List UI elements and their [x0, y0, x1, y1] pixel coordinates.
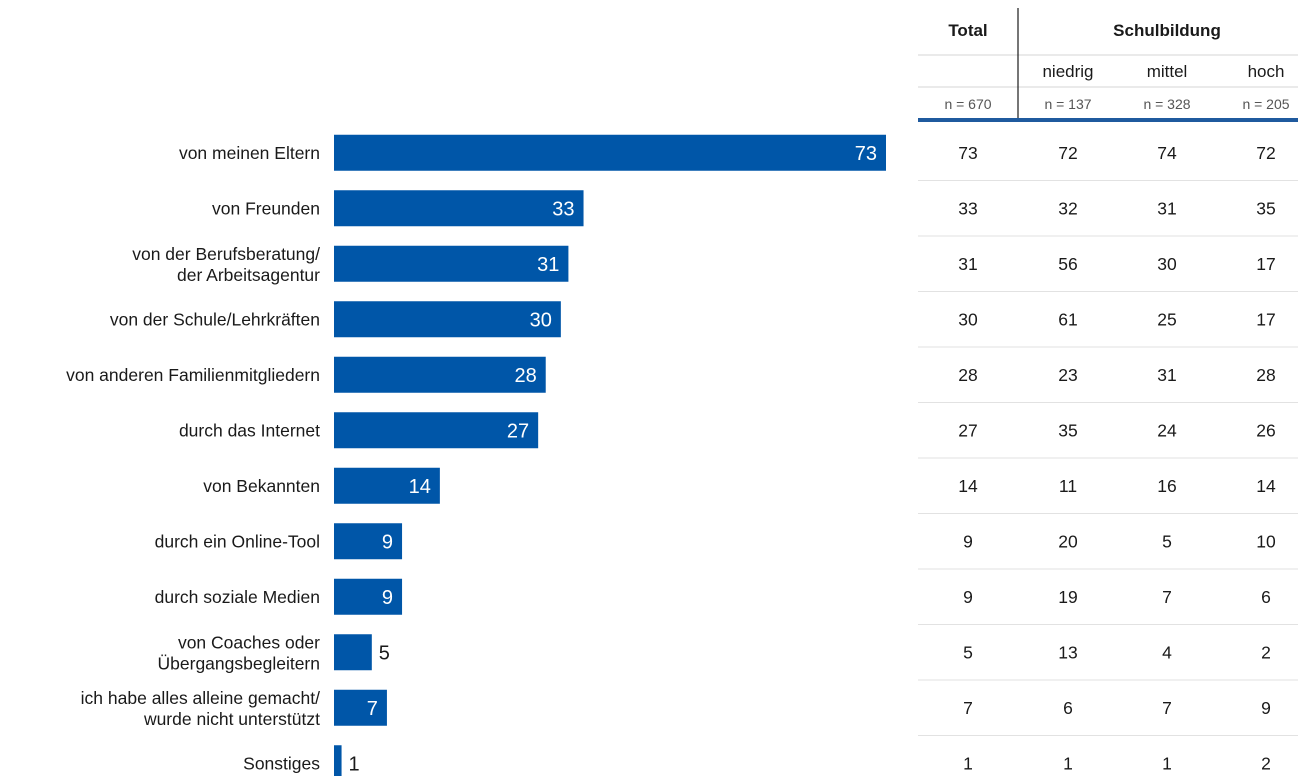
table-cell-3-2: 25 [1157, 309, 1176, 329]
n-label-3: n = 205 [1242, 96, 1289, 112]
subheader-1: niedrig [1042, 62, 1093, 81]
table-cell-4-0: 28 [958, 365, 977, 385]
table-cell-11-2: 1 [1162, 753, 1172, 773]
n-label-1: n = 137 [1044, 96, 1091, 112]
n-label-2: n = 328 [1143, 96, 1190, 112]
bar-8 [334, 578, 403, 615]
table-cell-4-3: 28 [1256, 365, 1275, 385]
table-cell-3-1: 61 [1058, 309, 1077, 329]
bar-3 [334, 301, 561, 338]
bar-2 [334, 245, 569, 282]
table-cell-1-3: 35 [1256, 198, 1275, 218]
table-cell-2-1: 56 [1058, 254, 1077, 274]
category-label-3: von der Schule/Lehrkräften [110, 309, 320, 329]
category-label-1: von Freunden [212, 198, 320, 218]
bar-value-label-10: 7 [367, 698, 378, 720]
category-label-8: durch soziale Medien [155, 587, 320, 607]
table-cell-0-3: 72 [1256, 143, 1275, 163]
table-cell-8-3: 6 [1261, 587, 1271, 607]
bar-5 [334, 412, 539, 449]
category-label-6: von Bekannten [203, 476, 320, 496]
bar-value-label-2: 31 [537, 254, 559, 276]
bar-value-label-7: 9 [382, 531, 393, 553]
bar-value-label-5: 27 [507, 420, 529, 442]
header-total: Total [948, 21, 987, 40]
table-cell-11-3: 2 [1261, 753, 1271, 773]
bar-value-label-0: 73 [855, 143, 877, 165]
table-cell-6-1: 11 [1059, 476, 1077, 496]
table-accent-line [918, 118, 1298, 122]
bar-1 [334, 190, 584, 227]
table-cell-1-2: 31 [1157, 198, 1176, 218]
table-cell-7-2: 5 [1162, 531, 1172, 551]
bar-0 [334, 134, 886, 171]
table-cell-10-0: 7 [963, 698, 973, 718]
table-cell-5-0: 27 [958, 420, 977, 440]
table-cell-1-1: 32 [1058, 198, 1077, 218]
category-label-11: Sonstiges [243, 753, 320, 773]
table-cell-2-3: 17 [1256, 254, 1275, 274]
category-label-0: von meinen Eltern [179, 143, 320, 163]
bar-value-label-4: 28 [514, 365, 536, 387]
table-cell-0-2: 74 [1157, 143, 1177, 163]
data-table: Total Schulbildung niedrig mittel hoch n = 67… [918, 8, 1298, 773]
table-cell-3-0: 30 [958, 309, 978, 329]
subheader-3: hoch [1248, 62, 1285, 81]
table-cell-6-3: 14 [1256, 476, 1276, 496]
table-cell-7-1: 20 [1058, 531, 1078, 551]
table-cell-4-1: 23 [1058, 365, 1077, 385]
n-label-0: n = 670 [944, 96, 991, 112]
table-cell-8-1: 19 [1058, 587, 1077, 607]
table-cell-8-0: 9 [963, 587, 973, 607]
header-schulbildung: Schulbildung [1113, 21, 1221, 40]
table-cell-11-1: 1 [1063, 753, 1073, 773]
table-cell-7-3: 10 [1256, 531, 1276, 551]
table-cell-10-1: 6 [1063, 698, 1073, 718]
table-cell-6-0: 14 [958, 476, 978, 496]
subheader-2: mittel [1147, 62, 1188, 81]
table-cell-10-3: 9 [1261, 698, 1271, 718]
table-cell-7-0: 9 [963, 531, 973, 551]
table-cell-3-3: 17 [1256, 309, 1275, 329]
bar-chart: 73 von meinen Eltern 33 von Freunden 31 von d… [66, 134, 886, 776]
table-cell-4-2: 31 [1157, 365, 1176, 385]
table-cell-9-0: 5 [963, 642, 973, 662]
table-cell-0-1: 72 [1058, 143, 1077, 163]
table-cell-2-0: 31 [958, 254, 977, 274]
category-label-7: durch ein Online-Tool [155, 531, 320, 551]
bar-10 [334, 689, 387, 726]
bar-value-label-8: 9 [382, 587, 393, 609]
bar-11 [334, 745, 342, 776]
bar-value-label-11: 1 [349, 753, 360, 775]
bar-value-label-3: 30 [530, 309, 552, 331]
category-label-4: von anderen Familienmitgliedern [66, 365, 320, 385]
table-cell-5-1: 35 [1058, 420, 1077, 440]
table-cell-8-2: 7 [1162, 587, 1172, 607]
bar-7 [334, 523, 403, 560]
bar-value-label-6: 14 [409, 476, 431, 498]
table-cell-1-0: 33 [958, 198, 977, 218]
bar-value-label-1: 33 [552, 198, 574, 220]
table-cell-5-3: 26 [1256, 420, 1275, 440]
bar-value-label-9: 5 [379, 642, 390, 664]
table-cell-9-1: 13 [1058, 642, 1077, 662]
category-label-10: ich habe alles alleine gemacht/wurde nic… [81, 688, 320, 729]
table-cell-6-2: 16 [1157, 476, 1176, 496]
bar-4 [334, 356, 546, 393]
table-cell-11-0: 1 [963, 753, 973, 773]
bar-9 [334, 634, 372, 671]
table-cell-2-2: 30 [1157, 254, 1177, 274]
bar-6 [334, 467, 440, 504]
category-label-5: durch das Internet [179, 420, 320, 440]
table-cell-0-0: 73 [958, 143, 977, 163]
table-cell-9-3: 2 [1261, 642, 1271, 662]
table-cell-5-2: 24 [1157, 420, 1177, 440]
category-label-2: von der Berufsberatung/der Arbeitsagentu… [132, 244, 320, 285]
category-label-9: von Coaches oder Übergangsbegleitern [158, 632, 321, 673]
table-cell-9-2: 4 [1162, 642, 1172, 662]
table-cell-10-2: 7 [1162, 698, 1172, 718]
